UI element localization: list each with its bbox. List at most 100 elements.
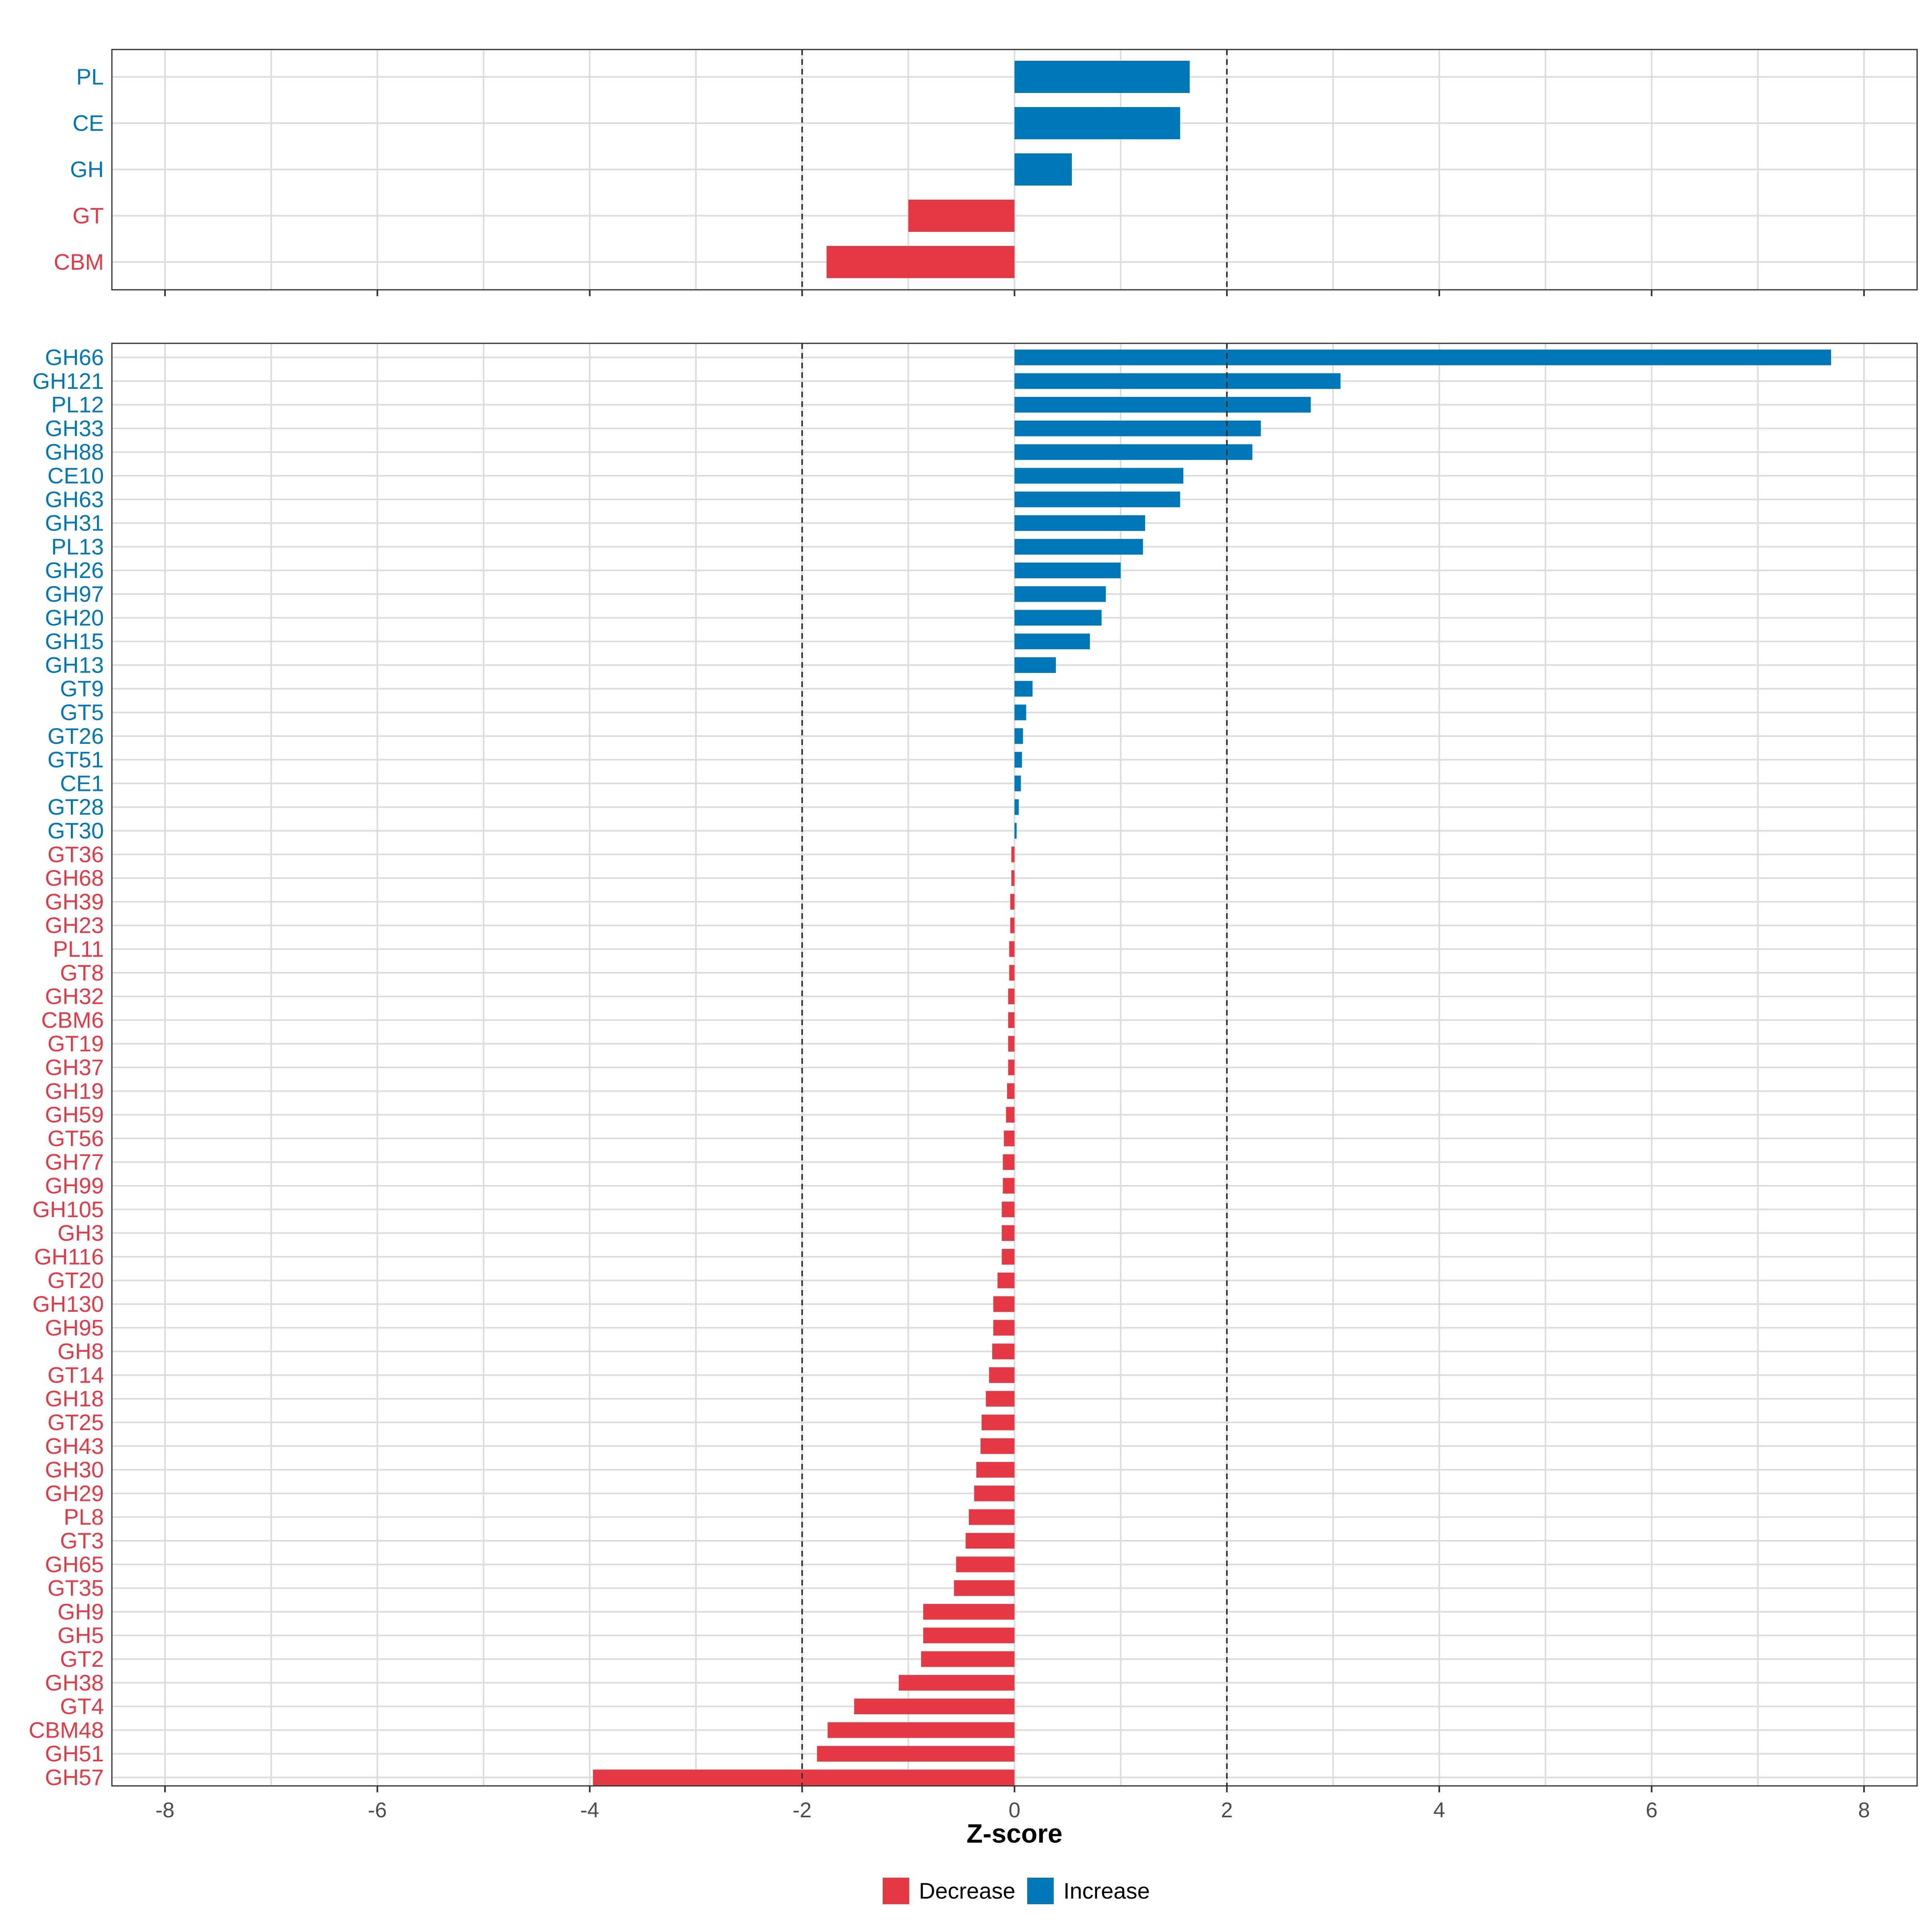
bar-gh130 <box>993 1296 1015 1312</box>
x-tick-label: -2 <box>793 1798 811 1822</box>
category-label-pl: PL <box>76 64 104 89</box>
category-label-gt19: GT19 <box>47 1031 104 1056</box>
bar-gh15 <box>1014 634 1090 650</box>
category-label-gh59: GH59 <box>45 1102 104 1127</box>
category-label-gh121: GH121 <box>33 368 104 394</box>
category-label-ce: CE <box>72 110 104 136</box>
legend-key-increase <box>1027 1878 1054 1904</box>
category-label-gh95: GH95 <box>45 1315 104 1340</box>
category-label-gh: GH <box>70 157 104 182</box>
bar-ce1 <box>1014 775 1021 791</box>
bar-gh95 <box>993 1320 1015 1336</box>
bar-gt25 <box>981 1414 1015 1430</box>
category-label-gt51: GT51 <box>47 747 104 772</box>
bar-gt5 <box>1014 704 1026 720</box>
category-label-cbm48: CBM48 <box>29 1717 104 1742</box>
x-tick-label: 0 <box>1009 1798 1020 1822</box>
x-tick-label: 6 <box>1646 1798 1657 1822</box>
bar-pl11 <box>1009 941 1015 957</box>
bar-gt3 <box>966 1533 1015 1549</box>
category-label-gt: GT <box>72 203 104 228</box>
category-label-gt2: GT2 <box>60 1646 104 1672</box>
bar-gh97 <box>1014 586 1106 602</box>
bar-gh51 <box>817 1746 1015 1762</box>
category-label-gh77: GH77 <box>45 1149 104 1174</box>
bar-gh43 <box>980 1438 1015 1454</box>
bar-gh <box>1014 153 1072 186</box>
category-label-gh30: GH30 <box>45 1457 104 1482</box>
category-label-ce1: CE1 <box>60 770 104 796</box>
bar-gt30 <box>1014 823 1017 839</box>
x-tick-label: -6 <box>368 1798 387 1822</box>
bar-gt <box>908 200 1015 232</box>
x-tick-label: -8 <box>155 1798 174 1822</box>
category-label-gh5: GH5 <box>58 1622 104 1648</box>
bar-gh32 <box>1008 989 1015 1005</box>
bar-gh116 <box>1001 1249 1015 1265</box>
category-label-pl13: PL13 <box>51 534 104 559</box>
category-label-gt8: GT8 <box>60 960 104 985</box>
category-label-gt56: GT56 <box>47 1125 104 1151</box>
bar-cbm6 <box>1008 1012 1015 1028</box>
bar-gt56 <box>1004 1130 1015 1146</box>
bar-gh66 <box>1014 349 1831 365</box>
bar-gh77 <box>1003 1154 1015 1170</box>
x-tick-label: -4 <box>580 1798 599 1822</box>
category-label-cbm6: CBM6 <box>41 1007 104 1032</box>
category-label-gh9: GH9 <box>58 1599 104 1624</box>
category-label-gh38: GH38 <box>45 1670 104 1695</box>
x-tick-label: 4 <box>1433 1798 1445 1822</box>
bar-gh59 <box>1006 1107 1015 1123</box>
category-label-gh99: GH99 <box>45 1173 104 1198</box>
category-label-gh37: GH37 <box>45 1055 104 1080</box>
bar-gh121 <box>1014 373 1341 389</box>
category-label-gh18: GH18 <box>45 1386 104 1411</box>
category-label-gt3: GT3 <box>60 1528 104 1553</box>
bar-pl <box>1014 61 1190 93</box>
bar-cbm <box>826 246 1015 278</box>
legend-label-increase: Increase <box>1063 1878 1150 1903</box>
category-label-gh65: GH65 <box>45 1552 104 1577</box>
category-label-gh51: GH51 <box>45 1741 104 1766</box>
legend-key-decrease <box>883 1878 909 1904</box>
bar-gh9 <box>923 1604 1015 1620</box>
category-label-gt25: GT25 <box>47 1410 104 1435</box>
bar-gh13 <box>1014 657 1056 673</box>
bar-gh3 <box>1001 1225 1015 1241</box>
bar-gh23 <box>1010 917 1015 933</box>
category-label-gh63: GH63 <box>45 487 104 512</box>
bar-gh57 <box>593 1769 1015 1785</box>
bar-gt35 <box>954 1580 1015 1596</box>
bar-gh26 <box>1014 562 1121 578</box>
bar-pl12 <box>1014 397 1311 413</box>
bar-gh5 <box>923 1627 1015 1643</box>
category-label-gt14: GT14 <box>47 1362 104 1387</box>
category-label-gt4: GT4 <box>60 1694 104 1719</box>
bar-gt2 <box>921 1651 1015 1667</box>
bar-gt36 <box>1011 846 1015 863</box>
category-label-gh43: GH43 <box>45 1433 104 1459</box>
category-label-gh20: GH20 <box>45 605 104 630</box>
bar-cbm48 <box>828 1722 1015 1738</box>
bar-gh29 <box>974 1485 1015 1501</box>
bar-gh68 <box>1011 870 1015 886</box>
category-label-gt35: GT35 <box>47 1575 104 1601</box>
category-label-gt30: GT30 <box>47 818 104 843</box>
x-axis-title: Z-score <box>966 1818 1062 1848</box>
category-label-gh32: GH32 <box>45 984 104 1009</box>
panel-class-level: PL CE GH GT CBM <box>54 49 1918 296</box>
category-label-pl12: PL12 <box>51 392 104 417</box>
category-label-gt26: GT26 <box>47 723 104 749</box>
category-label-ce10: CE10 <box>47 463 104 488</box>
bar-gh20 <box>1014 610 1102 626</box>
bar-gt26 <box>1014 728 1023 744</box>
bar-gh63 <box>1014 491 1181 508</box>
category-label-pl11: PL11 <box>53 936 104 962</box>
bar-gt19 <box>1008 1036 1015 1052</box>
category-label-gh15: GH15 <box>45 629 104 654</box>
bar-pl8 <box>969 1509 1015 1525</box>
category-label-gt5: GT5 <box>60 700 104 725</box>
category-label-gh88: GH88 <box>45 439 104 464</box>
category-label-gh33: GH33 <box>45 415 104 441</box>
